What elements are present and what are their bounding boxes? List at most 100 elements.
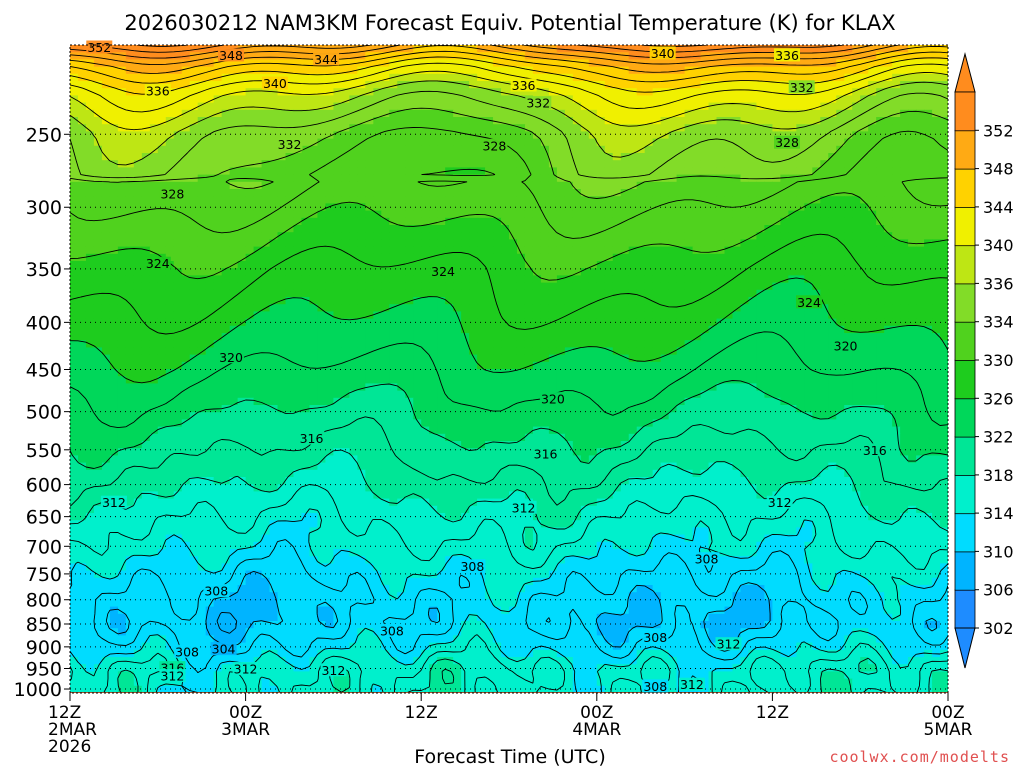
- field-cell: [381, 88, 390, 96]
- field-cell: [125, 124, 135, 132]
- field-cell: [309, 66, 319, 75]
- field-cell: [301, 210, 311, 219]
- field-cell: [213, 59, 223, 68]
- field-cell: [932, 102, 941, 111]
- field-cell: [453, 153, 462, 161]
- field-cell: [916, 160, 925, 168]
- field-cell: [572, 66, 582, 75]
- field-cell: [804, 117, 813, 125]
- field-cell: [684, 282, 694, 291]
- field-cell: [652, 145, 662, 154]
- field-cell: [652, 282, 662, 291]
- field-cell: [676, 88, 686, 96]
- field-cell: [101, 174, 111, 183]
- field-cell: [85, 181, 95, 190]
- field-cell: [133, 325, 143, 334]
- field-cell: [93, 275, 103, 284]
- field-cell: [333, 354, 342, 363]
- field-cell: [205, 66, 215, 75]
- field-cell: [932, 59, 941, 68]
- field-cell: [501, 117, 510, 125]
- field-cell: [181, 181, 191, 190]
- field-cell: [317, 268, 327, 276]
- field-cell: [916, 52, 925, 60]
- field-cell: [524, 275, 534, 284]
- field-cell: [660, 189, 670, 197]
- field-cell: [285, 160, 295, 168]
- field-cell: [245, 246, 255, 255]
- field-cell: [716, 354, 726, 363]
- field-cell: [908, 361, 917, 370]
- field-cell: [788, 333, 797, 341]
- field-cell: [93, 124, 103, 132]
- field-cell: [445, 340, 454, 348]
- field-cell: [485, 210, 494, 219]
- field-cell: [413, 347, 422, 356]
- field-cell: [117, 239, 127, 248]
- field-cell: [429, 131, 438, 140]
- field-cell: [916, 167, 925, 176]
- field-cell: [341, 210, 350, 219]
- field-cell: [501, 282, 510, 291]
- field-cell: [852, 203, 861, 212]
- field-cell: [580, 181, 590, 190]
- field-cell: [652, 261, 662, 269]
- field-cell: [325, 261, 334, 269]
- field-cell: [748, 167, 758, 176]
- field-cell: [493, 160, 502, 168]
- field-cell: [485, 354, 494, 363]
- field-cell: [780, 318, 789, 327]
- field-cell: [628, 95, 638, 104]
- field-cell: [692, 160, 702, 168]
- field-cell: [532, 347, 542, 356]
- field-cell: [245, 354, 255, 363]
- field-cell: [844, 268, 853, 276]
- field-cell: [620, 196, 630, 204]
- field-cell: [676, 210, 686, 219]
- field-cell: [365, 354, 374, 363]
- field-cell: [820, 145, 829, 154]
- field-cell: [828, 138, 837, 147]
- field-cell: [381, 246, 390, 255]
- field-cell: [429, 325, 438, 334]
- field-cell: [684, 59, 694, 68]
- field-cell: [836, 145, 845, 154]
- field-cell: [900, 311, 909, 320]
- field-cell: [173, 95, 183, 104]
- field-cell: [357, 333, 366, 341]
- field-cell: [397, 45, 406, 53]
- field-cell: [516, 289, 526, 298]
- field-cell: [341, 217, 350, 226]
- field-cell: [612, 59, 622, 68]
- field-cell: [900, 66, 909, 75]
- field-cell: [421, 45, 430, 53]
- field-cell: [109, 210, 119, 219]
- field-cell: [205, 131, 215, 140]
- field-cell: [269, 174, 279, 183]
- field-cell: [644, 124, 654, 132]
- field-cell: [796, 311, 805, 320]
- field-cell: [684, 145, 694, 154]
- field-cell: [756, 117, 766, 125]
- field-cell: [740, 239, 750, 248]
- field-cell: [221, 73, 231, 82]
- field-cell: [197, 109, 207, 118]
- field-cell: [261, 282, 271, 291]
- field-cell: [932, 333, 941, 341]
- field-cell: [900, 268, 909, 276]
- field-cell: [820, 275, 829, 284]
- field-cell: [325, 289, 334, 298]
- field-cell: [181, 66, 191, 75]
- field-cell: [197, 289, 207, 298]
- field-cell: [277, 340, 287, 348]
- field-cell: [532, 174, 542, 183]
- field-cell: [556, 145, 566, 154]
- field-cell: [189, 369, 199, 377]
- field-cell: [820, 282, 829, 291]
- field-cell: [596, 268, 606, 276]
- field-cell: [173, 45, 183, 53]
- field-cell: [700, 145, 710, 154]
- field-cell: [477, 217, 486, 226]
- field-cell: [325, 109, 334, 118]
- field-cell: [141, 73, 151, 82]
